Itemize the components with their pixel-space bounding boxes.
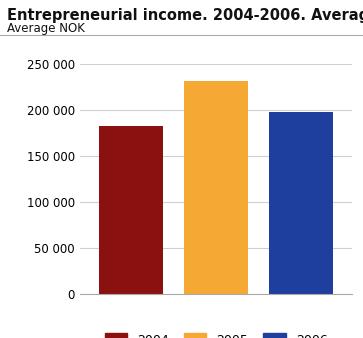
Bar	[99, 126, 163, 294]
Text: Average NOK: Average NOK	[7, 23, 85, 35]
Text: Entrepreneurial income. 2004-2006. Average NOK: Entrepreneurial income. 2004-2006. Avera…	[7, 8, 363, 23]
Bar	[184, 81, 248, 294]
Legend: 2004, 2005, 2006: 2004, 2005, 2006	[99, 328, 333, 338]
Bar	[269, 112, 333, 294]
